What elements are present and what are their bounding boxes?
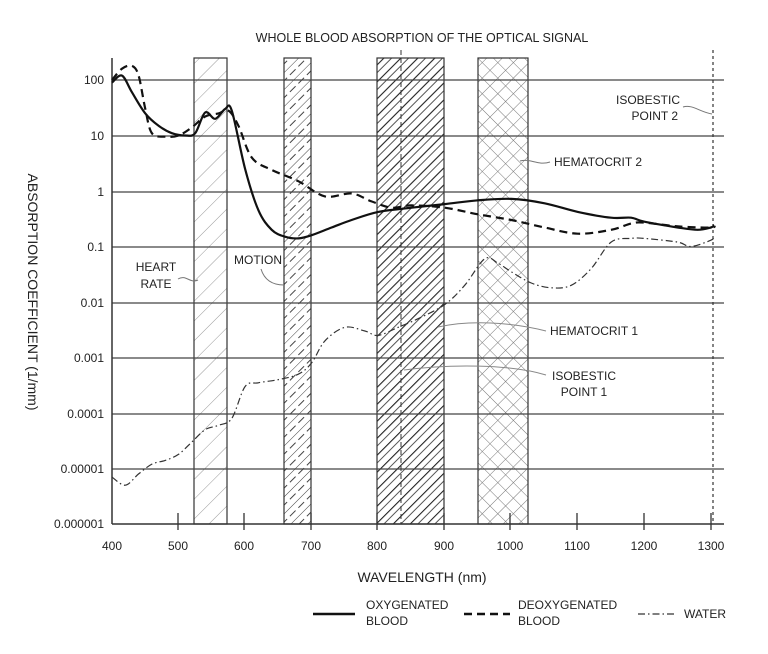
x-ticks <box>177 513 712 530</box>
svg-text:400: 400 <box>102 539 122 553</box>
svg-text:1300: 1300 <box>698 539 725 553</box>
svg-text:0.001: 0.001 <box>74 351 104 365</box>
svg-text:DEOXYGENATED: DEOXYGENATED <box>518 598 617 612</box>
hematocrit-2-band <box>477 57 529 525</box>
legend: OXYGENATED BLOOD DEOXYGENATED BLOOD WATE… <box>313 598 726 628</box>
svg-text:POINT 1: POINT 1 <box>561 385 608 399</box>
legend-water: WATER <box>638 607 726 621</box>
deoxygenated-blood-curve <box>111 64 716 235</box>
svg-text:1: 1 <box>97 185 104 199</box>
legend-deoxygenated: DEOXYGENATED BLOOD <box>464 598 617 628</box>
annotation-heart-rate: HEART RATE <box>136 260 199 291</box>
axes <box>111 58 724 525</box>
curves <box>111 64 716 486</box>
annotation-isobestic-2: ISOBESTIC POINT 2 <box>616 93 713 123</box>
svg-text:0.1: 0.1 <box>87 240 104 254</box>
svg-text:0.00001: 0.00001 <box>61 462 105 476</box>
svg-text:HEART: HEART <box>136 260 177 274</box>
y-tick-labels: 100 10 1 0.1 0.01 0.001 0.0001 0.00001 0… <box>54 73 104 531</box>
svg-text:HEMATOCRIT 2: HEMATOCRIT 2 <box>554 155 642 169</box>
svg-text:RATE: RATE <box>140 277 171 291</box>
bands <box>193 57 529 525</box>
svg-text:POINT 2: POINT 2 <box>632 109 679 123</box>
oxygenated-blood-curve <box>111 74 715 240</box>
annotation-hematocrit-1: HEMATOCRIT 1 <box>437 322 638 338</box>
hematocrit-1-band <box>376 57 445 525</box>
annotation-isobestic-1: ISOBESTIC POINT 1 <box>403 365 616 399</box>
svg-text:OXYGENATED: OXYGENATED <box>366 598 449 612</box>
svg-text:WATER: WATER <box>684 607 726 621</box>
svg-text:MOTION: MOTION <box>234 253 282 267</box>
svg-text:ISOBESTIC: ISOBESTIC <box>552 369 616 383</box>
annotations: HEART RATE MOTION HEMATOCRIT 1 ISOBESTIC… <box>136 93 713 399</box>
annotation-hematocrit-2: HEMATOCRIT 2 <box>519 155 642 169</box>
svg-text:0.0001: 0.0001 <box>67 407 104 421</box>
y-axis-title: ABSORPTION COEFFICIENT (1/mm) <box>25 174 41 411</box>
svg-text:500: 500 <box>168 539 188 553</box>
legend-oxygenated: OXYGENATED BLOOD <box>313 598 449 628</box>
svg-text:1000: 1000 <box>497 539 524 553</box>
annotation-motion: MOTION <box>234 253 285 286</box>
chart-title: WHOLE BLOOD ABSORPTION OF THE OPTICAL SI… <box>256 31 589 45</box>
svg-text:0.000001: 0.000001 <box>54 517 104 531</box>
svg-text:1100: 1100 <box>564 539 590 553</box>
x-tick-labels: 400 500 600 700 800 900 1000 1100 1200 1… <box>102 539 725 553</box>
svg-text:800: 800 <box>367 539 387 553</box>
svg-text:0.01: 0.01 <box>81 296 105 310</box>
svg-text:HEMATOCRIT 1: HEMATOCRIT 1 <box>550 324 638 338</box>
svg-text:600: 600 <box>234 539 254 553</box>
svg-text:100: 100 <box>84 73 104 87</box>
water-curve <box>111 236 715 486</box>
svg-text:BLOOD: BLOOD <box>366 614 408 628</box>
x-axis-title: WAVELENGTH (nm) <box>357 569 486 585</box>
svg-text:700: 700 <box>301 539 321 553</box>
svg-text:1200: 1200 <box>631 539 658 553</box>
grid-lines <box>112 79 724 470</box>
svg-text:10: 10 <box>91 129 105 143</box>
svg-text:ISOBESTIC: ISOBESTIC <box>616 93 680 107</box>
svg-text:BLOOD: BLOOD <box>518 614 560 628</box>
motion-band <box>283 57 312 525</box>
svg-text:900: 900 <box>434 539 454 553</box>
